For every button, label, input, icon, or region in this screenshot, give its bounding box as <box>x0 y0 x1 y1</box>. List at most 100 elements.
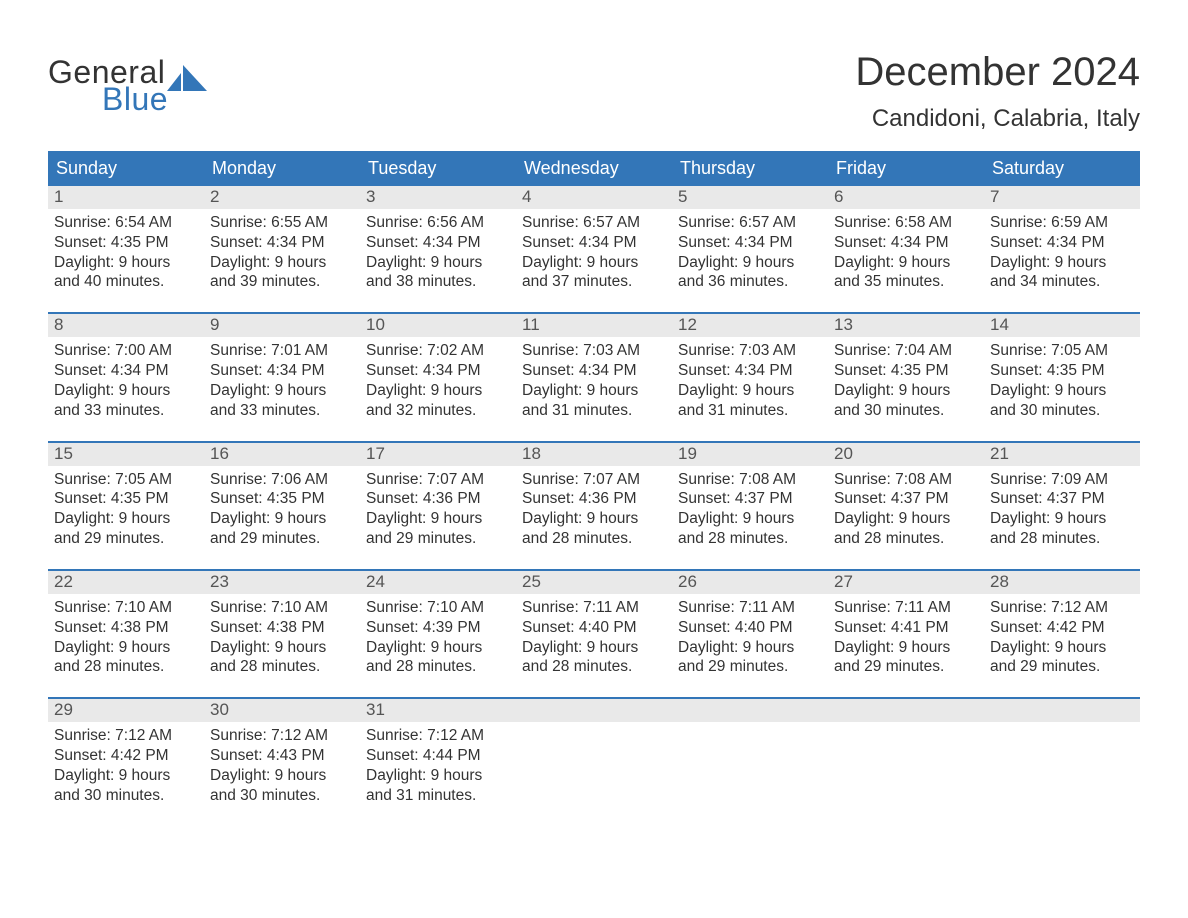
day-number: 22 <box>48 571 204 594</box>
sunrise-line: Sunrise: 7:01 AM <box>210 341 354 361</box>
day-number: 25 <box>516 571 672 594</box>
calendar-day-cell: 18Sunrise: 7:07 AMSunset: 4:36 PMDayligh… <box>516 443 672 555</box>
day-number: 15 <box>48 443 204 466</box>
day-number: 13 <box>828 314 984 337</box>
sunrise-line: Sunrise: 7:11 AM <box>522 598 666 618</box>
day-body: Sunrise: 6:58 AMSunset: 4:34 PMDaylight:… <box>828 209 984 298</box>
calendar-week-row: 1Sunrise: 6:54 AMSunset: 4:35 PMDaylight… <box>48 186 1140 298</box>
sunset-line: Sunset: 4:37 PM <box>678 489 822 509</box>
sunrise-line: Sunrise: 6:57 AM <box>678 213 822 233</box>
sunset-line: Sunset: 4:35 PM <box>990 361 1134 381</box>
day-body: Sunrise: 7:12 AMSunset: 4:43 PMDaylight:… <box>204 722 360 811</box>
daylight-line-2: and 30 minutes. <box>210 786 354 806</box>
daylight-line-1: Daylight: 9 hours <box>678 638 822 658</box>
day-body: Sunrise: 6:56 AMSunset: 4:34 PMDaylight:… <box>360 209 516 298</box>
calendar-day-cell: 20Sunrise: 7:08 AMSunset: 4:37 PMDayligh… <box>828 443 984 555</box>
calendar-day-cell: 24Sunrise: 7:10 AMSunset: 4:39 PMDayligh… <box>360 571 516 683</box>
sunrise-line: Sunrise: 7:12 AM <box>210 726 354 746</box>
calendar-day-cell: 10Sunrise: 7:02 AMSunset: 4:34 PMDayligh… <box>360 314 516 426</box>
sunrise-line: Sunrise: 6:54 AM <box>54 213 198 233</box>
sunrise-line: Sunrise: 6:58 AM <box>834 213 978 233</box>
sunset-line: Sunset: 4:34 PM <box>210 233 354 253</box>
calendar-week-row: 8Sunrise: 7:00 AMSunset: 4:34 PMDaylight… <box>48 312 1140 426</box>
daylight-line-1: Daylight: 9 hours <box>990 381 1134 401</box>
daylight-line-2: and 28 minutes. <box>54 657 198 677</box>
sunrise-line: Sunrise: 7:06 AM <box>210 470 354 490</box>
day-body: Sunrise: 7:10 AMSunset: 4:38 PMDaylight:… <box>204 594 360 683</box>
weekday-header: Saturday <box>984 151 1140 186</box>
day-body: Sunrise: 7:00 AMSunset: 4:34 PMDaylight:… <box>48 337 204 426</box>
sunrise-line: Sunrise: 7:10 AM <box>210 598 354 618</box>
calendar-day-cell: 22Sunrise: 7:10 AMSunset: 4:38 PMDayligh… <box>48 571 204 683</box>
day-body: Sunrise: 7:12 AMSunset: 4:42 PMDaylight:… <box>984 594 1140 683</box>
sunset-line: Sunset: 4:34 PM <box>522 361 666 381</box>
daylight-line-2: and 28 minutes. <box>990 529 1134 549</box>
day-body: Sunrise: 6:54 AMSunset: 4:35 PMDaylight:… <box>48 209 204 298</box>
weekday-header: Wednesday <box>516 151 672 186</box>
day-number: 4 <box>516 186 672 209</box>
sunset-line: Sunset: 4:36 PM <box>522 489 666 509</box>
daylight-line-1: Daylight: 9 hours <box>522 509 666 529</box>
day-number: 19 <box>672 443 828 466</box>
daylight-line-1: Daylight: 9 hours <box>366 381 510 401</box>
sunset-line: Sunset: 4:35 PM <box>54 233 198 253</box>
daylight-line-2: and 39 minutes. <box>210 272 354 292</box>
day-number: 28 <box>984 571 1140 594</box>
sunset-line: Sunset: 4:34 PM <box>54 361 198 381</box>
daylight-line-1: Daylight: 9 hours <box>522 638 666 658</box>
location-subtitle: Candidoni, Calabria, Italy <box>855 105 1140 133</box>
calendar-day-cell: 4Sunrise: 6:57 AMSunset: 4:34 PMDaylight… <box>516 186 672 298</box>
daylight-line-1: Daylight: 9 hours <box>54 766 198 786</box>
calendar-day-cell: 5Sunrise: 6:57 AMSunset: 4:34 PMDaylight… <box>672 186 828 298</box>
calendar-day-cell: 11Sunrise: 7:03 AMSunset: 4:34 PMDayligh… <box>516 314 672 426</box>
sunrise-line: Sunrise: 7:07 AM <box>366 470 510 490</box>
sunset-line: Sunset: 4:34 PM <box>834 233 978 253</box>
day-body: Sunrise: 7:07 AMSunset: 4:36 PMDaylight:… <box>360 466 516 555</box>
calendar-day-cell: 12Sunrise: 7:03 AMSunset: 4:34 PMDayligh… <box>672 314 828 426</box>
day-body <box>828 722 984 802</box>
daylight-line-1: Daylight: 9 hours <box>54 638 198 658</box>
calendar-week-row: 15Sunrise: 7:05 AMSunset: 4:35 PMDayligh… <box>48 441 1140 555</box>
daylight-line-1: Daylight: 9 hours <box>366 638 510 658</box>
daylight-line-1: Daylight: 9 hours <box>366 253 510 273</box>
sunrise-line: Sunrise: 7:04 AM <box>834 341 978 361</box>
sunset-line: Sunset: 4:36 PM <box>366 489 510 509</box>
daylight-line-2: and 31 minutes. <box>678 401 822 421</box>
day-number: 30 <box>204 699 360 722</box>
calendar-day-cell: 16Sunrise: 7:06 AMSunset: 4:35 PMDayligh… <box>204 443 360 555</box>
month-title: December 2024 <box>855 50 1140 95</box>
sunset-line: Sunset: 4:42 PM <box>54 746 198 766</box>
daylight-line-1: Daylight: 9 hours <box>678 253 822 273</box>
calendar-week-row: 29Sunrise: 7:12 AMSunset: 4:42 PMDayligh… <box>48 697 1140 811</box>
daylight-line-1: Daylight: 9 hours <box>210 253 354 273</box>
sunrise-line: Sunrise: 7:00 AM <box>54 341 198 361</box>
weeks-container: 1Sunrise: 6:54 AMSunset: 4:35 PMDaylight… <box>48 186 1140 812</box>
day-number: 6 <box>828 186 984 209</box>
daylight-line-1: Daylight: 9 hours <box>990 253 1134 273</box>
day-number: 21 <box>984 443 1140 466</box>
sunset-line: Sunset: 4:41 PM <box>834 618 978 638</box>
day-body: Sunrise: 7:01 AMSunset: 4:34 PMDaylight:… <box>204 337 360 426</box>
sunrise-line: Sunrise: 7:12 AM <box>990 598 1134 618</box>
day-number: 31 <box>360 699 516 722</box>
sunset-line: Sunset: 4:40 PM <box>522 618 666 638</box>
daylight-line-1: Daylight: 9 hours <box>522 253 666 273</box>
day-body: Sunrise: 7:05 AMSunset: 4:35 PMDaylight:… <box>48 466 204 555</box>
day-number: 10 <box>360 314 516 337</box>
calendar-day-cell: 27Sunrise: 7:11 AMSunset: 4:41 PMDayligh… <box>828 571 984 683</box>
daylight-line-1: Daylight: 9 hours <box>210 766 354 786</box>
day-body: Sunrise: 7:04 AMSunset: 4:35 PMDaylight:… <box>828 337 984 426</box>
day-body: Sunrise: 7:10 AMSunset: 4:39 PMDaylight:… <box>360 594 516 683</box>
sunset-line: Sunset: 4:44 PM <box>366 746 510 766</box>
daylight-line-1: Daylight: 9 hours <box>366 509 510 529</box>
daylight-line-2: and 36 minutes. <box>678 272 822 292</box>
sunrise-line: Sunrise: 6:57 AM <box>522 213 666 233</box>
daylight-line-2: and 31 minutes. <box>522 401 666 421</box>
sunrise-line: Sunrise: 7:03 AM <box>522 341 666 361</box>
day-body: Sunrise: 6:57 AMSunset: 4:34 PMDaylight:… <box>672 209 828 298</box>
sunrise-line: Sunrise: 7:10 AM <box>366 598 510 618</box>
sunset-line: Sunset: 4:34 PM <box>366 361 510 381</box>
day-body: Sunrise: 7:11 AMSunset: 4:41 PMDaylight:… <box>828 594 984 683</box>
sunset-line: Sunset: 4:39 PM <box>366 618 510 638</box>
brand-logo: General Blue <box>48 54 207 118</box>
